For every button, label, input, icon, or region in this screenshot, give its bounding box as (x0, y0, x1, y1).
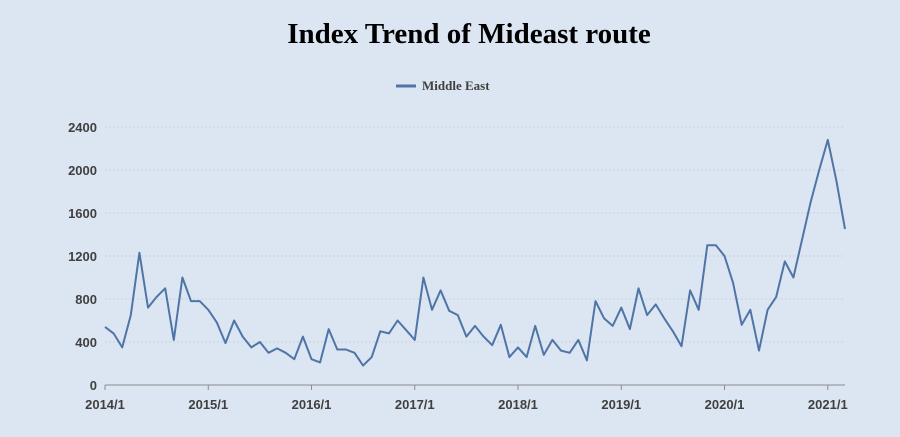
x-tick-label: 2020/1 (705, 397, 745, 412)
gridlines (105, 126, 845, 343)
y-tick-label: 0 (90, 378, 97, 393)
legend: Middle East (396, 78, 490, 93)
x-tick-label: 2021/1 (808, 397, 848, 412)
y-tick-label: 1200 (68, 249, 97, 264)
series-group (104, 138, 846, 367)
x-tick-label: 2018/1 (498, 397, 538, 412)
y-tick-label: 800 (75, 292, 97, 307)
x-tick-label: 2019/1 (601, 397, 641, 412)
y-tick-label: 2000 (68, 163, 97, 178)
series-line-middle-east (104, 138, 846, 367)
chart-title: Index Trend of Mideast route (287, 18, 651, 50)
legend-label: Middle East (422, 78, 490, 93)
x-tick-label: 2017/1 (395, 397, 435, 412)
y-axis-ticks: 0 400 800 1200 1600 2000 2400 (68, 120, 97, 393)
x-tick-label: 2016/1 (292, 397, 332, 412)
y-tick-label: 400 (75, 335, 97, 350)
x-axis-ticks: 2014/1 2015/1 2016/1 2017/1 2018/1 2019/1 2020… (85, 385, 848, 412)
y-tick-label: 2400 (68, 120, 97, 135)
x-tick-label: 2014/1 (85, 397, 125, 412)
x-tick-label: 2015/1 (188, 397, 228, 412)
y-tick-label: 1600 (68, 206, 97, 221)
